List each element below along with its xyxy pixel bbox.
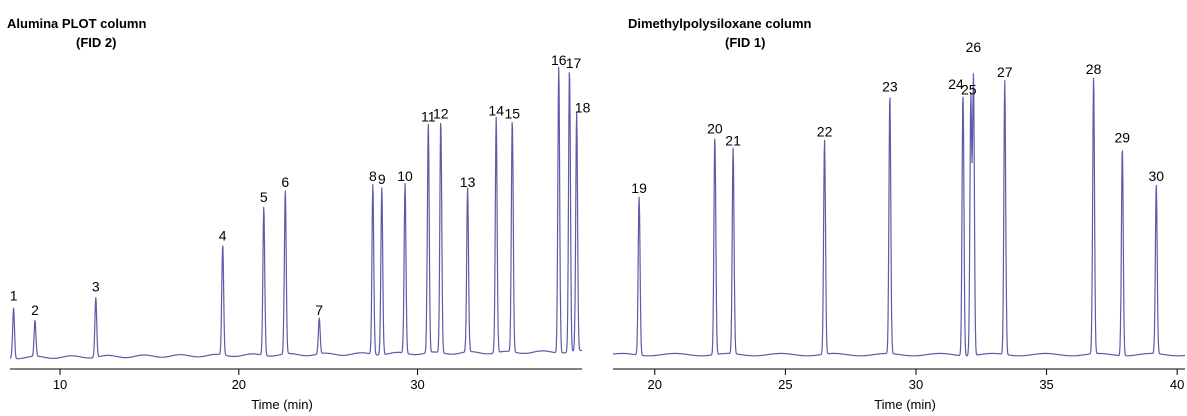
peak-label: 10 [397, 168, 413, 184]
peak-label: 13 [460, 174, 476, 190]
peak-label: 23 [882, 79, 898, 95]
peak-label: 12 [433, 106, 449, 122]
peak-label: 7 [315, 302, 323, 318]
peak-label: 1 [10, 287, 18, 303]
x-tick-label: 35 [1039, 377, 1053, 392]
peak-label: 24 [948, 76, 964, 92]
peak-label: 27 [997, 64, 1013, 80]
chromatogram-trace [612, 73, 1186, 357]
x-axis-label: Time (min) [251, 397, 313, 412]
x-tick-label: 30 [909, 377, 923, 392]
x-tick-label: 20 [232, 377, 246, 392]
peak-label: 3 [92, 278, 100, 294]
peak-label: 11 [421, 109, 436, 125]
peak-label: 16 [551, 52, 567, 68]
peak-label: 30 [1149, 168, 1165, 184]
chromatogram-trace [9, 66, 583, 360]
peak-label: 8 [369, 168, 377, 184]
peak-label: 20 [707, 121, 723, 137]
x-axis-label: Time (min) [874, 397, 936, 412]
peak-label: 18 [575, 100, 591, 116]
x-tick-label: 10 [53, 377, 67, 392]
peak-label: 4 [219, 228, 227, 244]
x-tick-label: 25 [778, 377, 792, 392]
panel-title: Dimethylpolysiloxane column [628, 16, 812, 31]
panel-title: Alumina PLOT column [7, 16, 146, 31]
peak-label: 15 [505, 106, 521, 122]
x-tick-label: 40 [1170, 377, 1184, 392]
peak-label: 14 [488, 103, 504, 119]
peak-label: 22 [817, 123, 833, 139]
peak-label: 6 [281, 174, 289, 190]
x-tick-label: 20 [648, 377, 662, 392]
panel-subtitle: (FID 2) [76, 35, 116, 50]
dimethylpolysiloxane-panel: Dimethylpolysiloxane column (FID 1) 20 25… [612, 16, 1186, 412]
peak-label: 29 [1115, 129, 1131, 145]
peak-label: 17 [566, 55, 582, 71]
peak-label: 28 [1086, 61, 1102, 77]
x-tick-label: 30 [410, 377, 424, 392]
peak-label: 5 [260, 189, 268, 205]
x-ticks: 20 25 30 35 40 [648, 369, 1184, 392]
peak-label: 19 [631, 180, 647, 196]
x-ticks: 10 20 30 [53, 369, 425, 392]
peak-label: 9 [378, 171, 386, 187]
alumina-plot-panel: Alumina PLOT column (FID 2) 10 20 30 12 3 4 5… [7, 16, 591, 412]
peak-label: 26 [966, 39, 982, 55]
peak-label: 21 [725, 132, 741, 148]
panel-subtitle: (FID 1) [725, 35, 765, 50]
peak-label: 2 [31, 302, 39, 318]
peak-label: 25 [961, 82, 977, 98]
